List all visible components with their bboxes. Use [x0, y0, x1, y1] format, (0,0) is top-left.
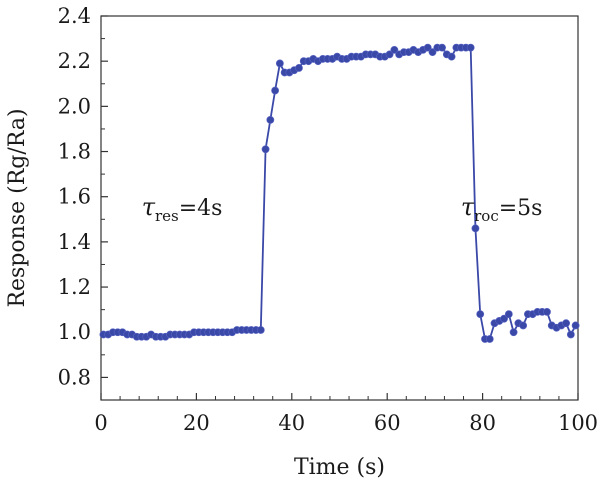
- series-line: [103, 46, 577, 340]
- data-point: [476, 310, 485, 319]
- x-tick-label: 0: [94, 411, 107, 435]
- y-tick-label: 1.0: [58, 320, 91, 344]
- data-point: [566, 330, 575, 339]
- data-point: [471, 224, 480, 233]
- series-layer: [99, 43, 580, 343]
- y-tick-label: 1.2: [58, 275, 91, 299]
- data-point: [261, 145, 270, 154]
- axes: [100, 15, 579, 401]
- data-point: [385, 50, 394, 59]
- data-point: [423, 43, 432, 52]
- x-tick-label: 80: [469, 411, 496, 435]
- y-tick-label: 1.4: [58, 230, 91, 254]
- y-tick-label: 0.8: [58, 365, 91, 389]
- data-point: [271, 86, 280, 95]
- x-tick-label: 60: [374, 411, 401, 435]
- data-point: [275, 59, 284, 68]
- x-tick-label: 20: [183, 411, 210, 435]
- data-point: [504, 310, 513, 319]
- data-point: [543, 308, 551, 316]
- time-constant-annotation: τroc=5s: [461, 193, 543, 225]
- data-point: [571, 321, 580, 330]
- time-constant-annotation: τres=4s: [142, 193, 223, 225]
- data-point: [562, 319, 570, 328]
- x-tick-label: 100: [558, 411, 598, 435]
- x-axis-title: Time (s): [294, 455, 385, 480]
- y-axis-ticks: 0.8 1.0 1.2 1.4 1.6 1.8 2.0 2.2 2.4: [58, 4, 108, 401]
- data-point: [256, 326, 265, 334]
- y-axis-title: Response (Rg/Ra): [5, 108, 30, 307]
- y-tick-label: 2.4: [58, 4, 91, 28]
- y-tick-label: 2.2: [58, 49, 91, 73]
- data-point: [266, 116, 275, 124]
- y-tick-label: 1.8: [58, 140, 91, 164]
- x-axis-ticks: 0 20 40 60 80 100: [94, 393, 598, 435]
- data-point: [428, 48, 437, 57]
- data-point: [509, 328, 518, 337]
- y-tick-label: 2.0: [58, 94, 91, 118]
- y-tick-label: 1.6: [58, 185, 91, 209]
- data-point: [519, 321, 528, 330]
- data-point: [447, 52, 456, 61]
- data-point: [295, 64, 303, 72]
- data-point: [390, 45, 399, 54]
- annotations: τres=4s τroc=5s: [142, 193, 543, 225]
- plot-frame: [100, 15, 579, 401]
- data-point: [438, 43, 446, 52]
- data-point: [500, 314, 508, 323]
- data-point: [485, 335, 494, 343]
- x-tick-label: 40: [278, 411, 305, 435]
- data-point: [466, 43, 475, 52]
